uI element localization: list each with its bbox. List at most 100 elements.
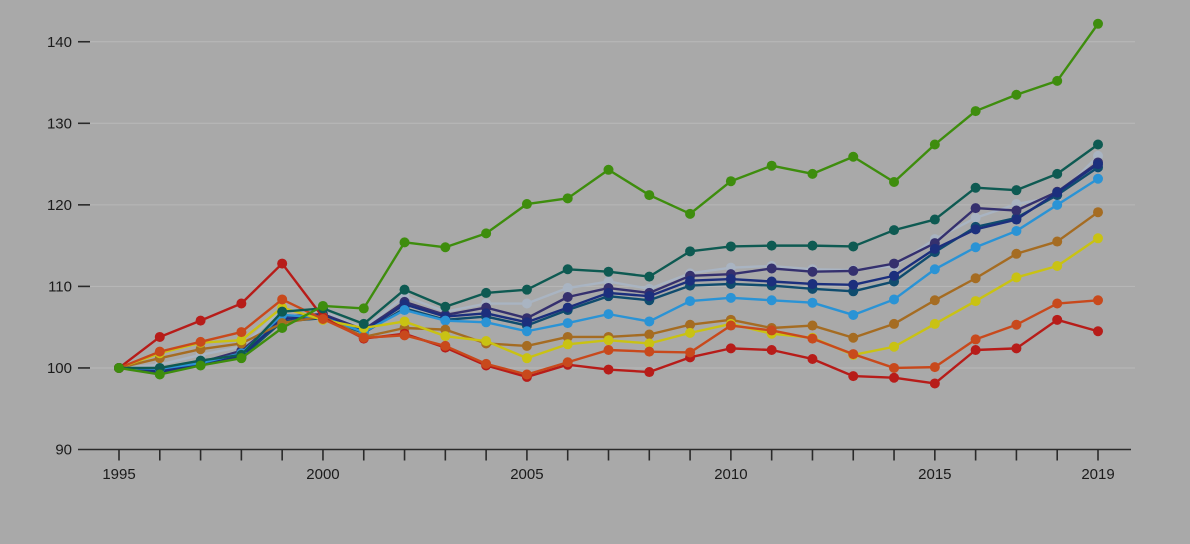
- series-dark-red-point-2008: [644, 367, 655, 378]
- series-orange-red-point-2000: [317, 314, 328, 325]
- series-light-blue-point-2011: [766, 295, 777, 306]
- series-light-blue-point-2007: [603, 309, 614, 320]
- series-navy-point-2007: [603, 287, 614, 298]
- x-tick-label-2000: 2000: [306, 466, 339, 483]
- series-orange-red-point-1997: [195, 336, 206, 347]
- series-brown-point-2017: [1011, 248, 1022, 259]
- series-green-point-2011: [766, 160, 777, 171]
- x-tick-label-2015: 2015: [918, 466, 951, 483]
- x-tick-label-2019: 2019: [1081, 466, 1114, 483]
- series-indigo-point-2006: [562, 292, 573, 303]
- series-dark-red-point-2011: [766, 345, 777, 356]
- series-green-point-1995: [114, 362, 124, 373]
- series-green-point-2007: [603, 164, 614, 175]
- series-light-blue-point-2013: [848, 309, 859, 320]
- series-dark-teal-point-2004: [481, 287, 492, 298]
- series-indigo-point-2011: [766, 263, 777, 274]
- series-green-point-2019: [1093, 18, 1104, 29]
- series-dark-teal-point-2018: [1052, 168, 1063, 179]
- series-dark-teal-point-2003: [440, 301, 451, 312]
- series-navy-point-2006: [562, 302, 573, 313]
- series-navy-point-2017: [1011, 214, 1022, 225]
- series-green-point-2000: [317, 300, 328, 311]
- series-green-point-2004: [481, 228, 492, 239]
- series-green-point-2001: [358, 303, 369, 314]
- series-green-point-2016: [970, 106, 981, 117]
- series-brown-point-2013: [848, 332, 859, 343]
- series-dark-teal-point-1999: [277, 306, 288, 317]
- series-dark-teal-point-2016: [970, 182, 981, 193]
- series-green-point-1997: [195, 360, 206, 371]
- series-dark-red-point-2019: [1093, 326, 1104, 337]
- series-yellow-point-2003: [440, 331, 451, 342]
- series-dark-teal-point-2012: [807, 240, 818, 251]
- series-navy-point-2009: [685, 275, 696, 286]
- series-dark-teal-point-2008: [644, 271, 655, 282]
- series-gray-point-2005: [521, 298, 532, 309]
- series-orange-red-point-1999: [277, 294, 288, 305]
- series-orange-red-point-2018: [1052, 298, 1063, 309]
- series-brown-point-2015: [929, 295, 940, 306]
- series-navy-point-2014: [889, 270, 900, 281]
- series-green-point-1996: [154, 369, 165, 380]
- x-tick-label-2005: 2005: [510, 466, 543, 483]
- series-light-blue-point-2002: [399, 305, 410, 316]
- series-orange-red-point-2016: [970, 334, 981, 345]
- series-navy-point-2015: [929, 243, 940, 254]
- series-indigo-point-2013: [848, 265, 859, 276]
- series-dark-red-point-2014: [889, 372, 900, 383]
- series-dark-red-point-2010: [725, 343, 736, 354]
- series-light-blue-point-2015: [929, 264, 940, 275]
- x-tick-label-1995: 1995: [102, 466, 135, 483]
- series-dark-teal-point-2014: [889, 225, 900, 236]
- y-tick-label-100: 100: [47, 360, 72, 377]
- series-dark-red-point-2007: [603, 364, 614, 375]
- series-dark-teal-point-2013: [848, 241, 859, 252]
- series-orange-red-point-2007: [603, 345, 614, 356]
- series-green-point-2010: [725, 176, 736, 187]
- series-orange-red-point-2006: [562, 357, 573, 368]
- series-dark-red-point-1996: [154, 331, 165, 342]
- series-brown-point-2008: [644, 329, 655, 340]
- series-light-blue-point-2006: [562, 318, 573, 329]
- series-orange-red-point-2017: [1011, 319, 1022, 330]
- series-dark-teal-point-2006: [562, 264, 573, 275]
- series-orange-red-point-2013: [848, 349, 859, 360]
- series-brown-point-2009: [685, 319, 696, 330]
- series-yellow-point-2014: [889, 341, 900, 352]
- series-dark-red-point-1999: [277, 258, 288, 269]
- series-green-point-2015: [929, 139, 940, 150]
- series-orange-red-point-2001: [358, 332, 369, 343]
- series-orange-red-point-2011: [766, 325, 777, 336]
- series-brown-point-2014: [889, 318, 900, 329]
- series-light-blue-point-2017: [1011, 225, 1022, 236]
- series-light-blue-point-2009: [685, 296, 696, 307]
- series-light-blue-point-2018: [1052, 199, 1063, 210]
- series-green-point-2009: [685, 208, 696, 219]
- y-tick-label-140: 140: [47, 34, 72, 51]
- series-orange-red-point-2010: [725, 320, 736, 331]
- series-yellow-point-2019: [1093, 233, 1104, 244]
- y-tick-label-90: 90: [55, 442, 72, 459]
- series-dark-red-point-1997: [195, 315, 206, 326]
- series-yellow-point-2009: [685, 327, 696, 338]
- series-orange-red-point-1996: [154, 346, 165, 357]
- series-dark-red-point-2013: [848, 371, 859, 382]
- series-brown-point-2005: [521, 340, 532, 351]
- series-orange-red-point-2019: [1093, 295, 1104, 306]
- series-indigo-point-2012: [807, 266, 818, 277]
- series-orange-red-point-2008: [644, 346, 655, 357]
- x-tick-label-2010: 2010: [714, 466, 747, 483]
- series-dark-red-point-2015: [929, 378, 940, 389]
- series-navy-point-2004: [481, 308, 492, 319]
- series-light-blue-point-2008: [644, 316, 655, 327]
- series-orange-red-point-2005: [521, 369, 532, 380]
- series-light-blue-point-2005: [521, 326, 532, 337]
- series-green-point-2017: [1011, 89, 1022, 100]
- series-orange-red-point-2015: [929, 362, 940, 373]
- series-navy-point-2011: [766, 276, 777, 287]
- series-yellow-point-1998: [236, 335, 247, 346]
- series-yellow-point-2018: [1052, 261, 1063, 272]
- series-light-blue-point-2014: [889, 294, 900, 305]
